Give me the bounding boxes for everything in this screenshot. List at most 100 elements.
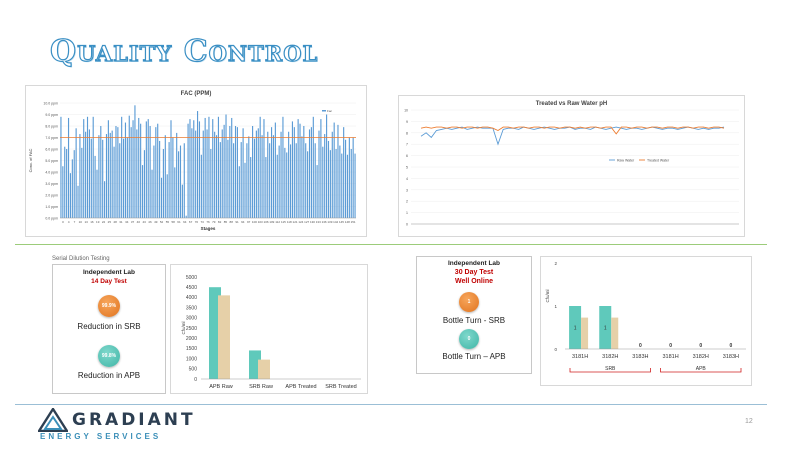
fac-bar bbox=[352, 137, 354, 218]
fac-bar bbox=[102, 139, 104, 218]
b14-ytick-label: 1500 bbox=[186, 346, 197, 352]
ph-series-line bbox=[420, 126, 725, 146]
b30-data-label: 0 bbox=[730, 343, 733, 349]
fac-bar bbox=[130, 127, 132, 218]
fac-bar bbox=[79, 134, 81, 218]
b14-ytick-label: 5000 bbox=[186, 275, 197, 281]
fac-xtick-label: 109 bbox=[269, 220, 274, 224]
b14-ytick-label: 4500 bbox=[186, 285, 197, 291]
fac-bar bbox=[185, 215, 187, 218]
fac-bar bbox=[60, 116, 62, 218]
b14-ytick-label: 3500 bbox=[186, 305, 197, 311]
fac-bar bbox=[153, 145, 155, 218]
fac-bar bbox=[149, 126, 151, 218]
fac-bar bbox=[157, 123, 159, 218]
fac-bar bbox=[265, 157, 267, 218]
fac-xtick-label: 46 bbox=[148, 220, 152, 224]
fac-chart: 0.0 ppm 1.0 ppm 2.0 ppm 3.0 ppm 4.0 ppm 5.0 p… bbox=[28, 102, 356, 231]
fac-bar bbox=[90, 138, 92, 218]
fac-bar bbox=[124, 122, 127, 218]
ph-chart-panel: Treated vs Raw Water pH 0 1 2 3 4 5 6 7 8 9 10 Raw … bbox=[398, 95, 745, 237]
fac-xtick-label: 10 bbox=[79, 220, 83, 224]
fac-y-axis-title: Conc. of FAC bbox=[28, 149, 33, 173]
fac-bar bbox=[62, 166, 64, 218]
fac-bar bbox=[134, 105, 136, 218]
fac-bar bbox=[214, 131, 216, 218]
fac-bar bbox=[187, 123, 189, 218]
fac-bar bbox=[234, 126, 237, 218]
fac-xtick-label: 145 bbox=[339, 220, 344, 224]
fac-xtick-label: 88 bbox=[230, 220, 234, 224]
lab30-srb-badge: 1 bbox=[459, 292, 479, 312]
ph-ytick-label: 1 bbox=[406, 211, 408, 215]
fac-bar bbox=[223, 124, 225, 218]
fac-bar bbox=[113, 146, 115, 218]
fac-bar bbox=[316, 165, 318, 218]
fac-bar bbox=[176, 132, 178, 218]
b30-ytick-label: 2 bbox=[554, 261, 557, 266]
fac-bar bbox=[94, 155, 96, 218]
fac-bar bbox=[308, 129, 311, 218]
b14-category-label: SRB Treated bbox=[325, 384, 357, 390]
b30-bar bbox=[569, 306, 582, 349]
ph-ytick-label: 7 bbox=[406, 143, 408, 147]
fac-bar bbox=[255, 130, 257, 218]
fac-bar bbox=[141, 165, 144, 218]
fac-bar bbox=[96, 169, 98, 218]
b14-y-axis-title: Cfu/ml bbox=[181, 321, 186, 334]
fac-bar bbox=[83, 119, 85, 218]
fac-bar bbox=[217, 116, 220, 218]
fac-bar bbox=[331, 131, 333, 218]
fac-bar bbox=[229, 126, 231, 218]
fac-xtick-label: 31 bbox=[119, 220, 123, 224]
fac-bar bbox=[231, 117, 233, 218]
fac-bar bbox=[346, 154, 349, 218]
ph-ytick-label: 10 bbox=[404, 109, 408, 113]
ph-ytick-label: 5 bbox=[406, 166, 408, 170]
lab14-title: Independent Lab bbox=[83, 269, 135, 276]
fac-ytick-label: 3.0 ppm bbox=[45, 182, 58, 186]
fac-bar bbox=[117, 127, 119, 218]
fac-xtick-label: 13 bbox=[84, 220, 88, 224]
fac-bar bbox=[221, 129, 223, 218]
fac-legend-label: Fac bbox=[327, 109, 333, 113]
lab30-apb-caption: Bottle Turn – APB bbox=[442, 352, 506, 361]
fac-bar bbox=[166, 174, 168, 218]
b30-group-bracket bbox=[569, 368, 651, 373]
fac-bar bbox=[248, 136, 250, 218]
serial-dilution-label: Serial Dilution Testing bbox=[52, 256, 110, 262]
fac-bar bbox=[329, 150, 331, 218]
fac-bar bbox=[212, 119, 214, 218]
fac-bar bbox=[267, 131, 269, 218]
fac-bar bbox=[178, 151, 180, 218]
fac-bar bbox=[174, 167, 176, 218]
fac-bar bbox=[75, 128, 77, 218]
fac-bar bbox=[111, 130, 113, 218]
fac-xtick-label: 70 bbox=[195, 220, 199, 224]
lab30-apb-badge: 0 bbox=[459, 329, 479, 349]
fac-bar bbox=[348, 137, 350, 218]
lab30-subtitle-1: 30 Day Test bbox=[454, 269, 494, 276]
lab14-panel: Independent Lab 14 Day Test 99.9% Reduct… bbox=[52, 264, 166, 394]
b14-ytick-label: 3000 bbox=[186, 316, 197, 322]
fac-bar bbox=[92, 116, 94, 218]
fac-bar bbox=[183, 143, 185, 218]
fac-xtick-label: 136 bbox=[322, 220, 327, 224]
fac-bar bbox=[151, 169, 153, 218]
b14-category-label: APB Treated bbox=[285, 384, 316, 390]
b30-group-bracket bbox=[660, 368, 742, 373]
fac-bar bbox=[181, 184, 183, 218]
fac-bar bbox=[81, 147, 83, 218]
fac-bar bbox=[318, 130, 320, 218]
fac-bar bbox=[86, 116, 89, 218]
b14-ytick-label: 2500 bbox=[186, 326, 197, 332]
fac-ytick-label: 2.0 ppm bbox=[45, 194, 58, 198]
lab14-subtitle: 14 Day Test bbox=[91, 278, 127, 285]
fac-xtick-label: 133 bbox=[316, 220, 321, 224]
fac-bar bbox=[136, 129, 138, 218]
fac-bar bbox=[67, 117, 70, 218]
fac-xtick-label: 7 bbox=[74, 220, 76, 224]
fac-bar bbox=[204, 117, 206, 218]
fac-bar bbox=[350, 149, 352, 218]
fac-bar bbox=[121, 116, 123, 218]
